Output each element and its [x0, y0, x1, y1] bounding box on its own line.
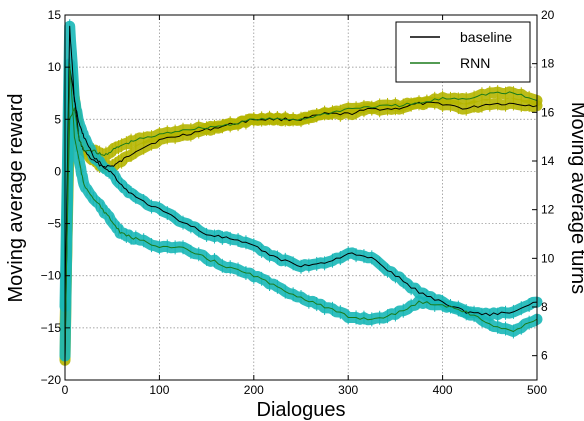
y-left-tick-label: −10 [41, 269, 62, 283]
y-right-tick-label: 18 [541, 57, 555, 71]
x-tick-label: 100 [149, 383, 169, 397]
y-right-axis-title: Moving average turns [567, 102, 584, 294]
x-tick-label: 200 [244, 383, 264, 397]
y-right-tick-label: 20 [541, 8, 555, 22]
x-axis-title: Dialogues [257, 399, 346, 421]
legend: baseline RNN [396, 22, 530, 82]
x-tick-label: 500 [527, 383, 547, 397]
y-right-tick-label: 8 [541, 300, 548, 314]
legend-label-baseline: baseline [460, 29, 512, 45]
x-tick-label: 400 [433, 383, 453, 397]
x-tick-label: 300 [338, 383, 358, 397]
y-left-tick-label: −15 [41, 321, 62, 335]
y-left-tick-label: 0 [54, 164, 61, 178]
y-right-tick-label: 12 [541, 203, 555, 217]
y-left-tick-label: 15 [48, 8, 62, 22]
y-left-tick-label: −20 [41, 373, 62, 387]
y-right-tick-label: 6 [541, 349, 548, 363]
y-left-tick-label: −5 [47, 217, 61, 231]
y-left-tick-label: 5 [54, 112, 61, 126]
y-left-axis-title: Moving average reward [5, 94, 27, 303]
y-right-tick-label: 14 [541, 154, 555, 168]
legend-label-rnn: RNN [460, 55, 490, 71]
x-tick-label: 0 [62, 383, 69, 397]
y-right-tick-label: 10 [541, 251, 555, 265]
y-left-tick-label: 10 [48, 60, 62, 74]
y-right-tick-label: 16 [541, 105, 555, 119]
